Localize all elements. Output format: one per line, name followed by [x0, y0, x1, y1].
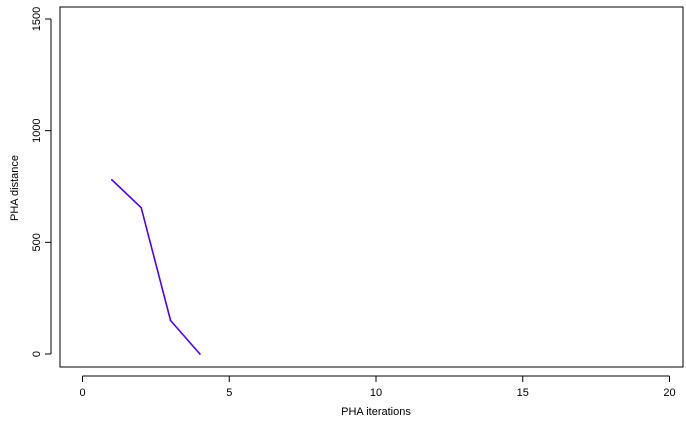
- x-tick-label: 0: [79, 387, 85, 399]
- y-tick-label: 1500: [31, 7, 43, 31]
- plot-frame: [59, 6, 684, 368]
- x-tick-label: 10: [370, 387, 382, 399]
- x-axis: 0 5 10 15 20: [79, 375, 676, 399]
- y-axis-title: PHA distance: [9, 155, 21, 221]
- y-axis: 0 500 1000 1500: [31, 7, 52, 357]
- x-axis-title: PHA iterations: [341, 406, 411, 418]
- data-point: [169, 319, 172, 322]
- data-point: [199, 353, 201, 355]
- x-tick-label: 5: [226, 387, 232, 399]
- data-point: [111, 179, 113, 181]
- series-layer: [111, 179, 201, 355]
- y-tick-label: 1000: [31, 118, 43, 142]
- y-tick-label: 0: [31, 351, 43, 357]
- x-tick-label: 20: [663, 387, 675, 399]
- x-tick-label: 15: [517, 387, 529, 399]
- series-line: [111, 179, 201, 355]
- y-tick-label: 500: [31, 233, 43, 251]
- data-point: [140, 206, 142, 209]
